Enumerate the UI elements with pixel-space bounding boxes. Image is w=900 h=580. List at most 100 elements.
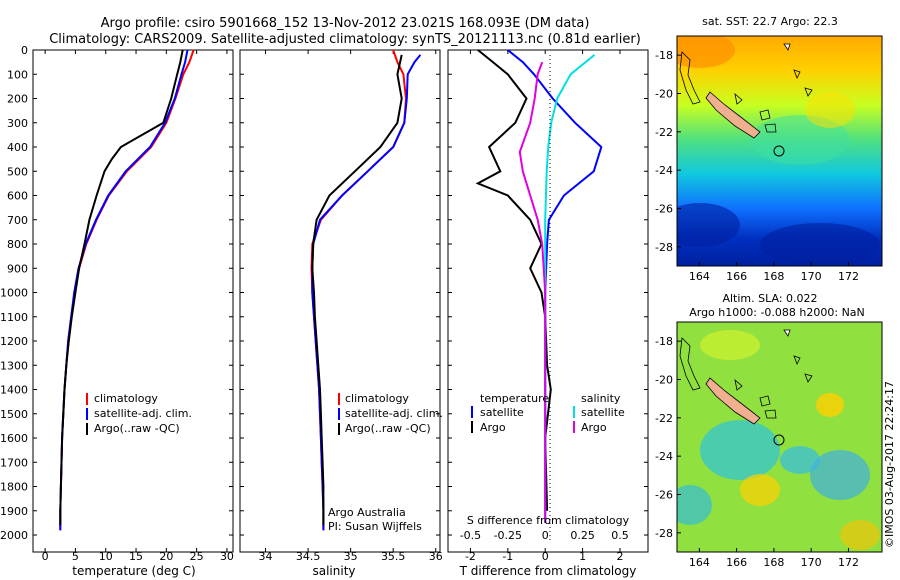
- depth-tick-label: 700: [7, 214, 28, 227]
- x-tick-label: 35.5: [381, 550, 406, 563]
- x-tick-label: 20: [159, 550, 173, 563]
- lat-tick-label: -20: [655, 88, 673, 101]
- series-line-satellite-adj-clim-: [311, 54, 422, 531]
- difference-legend: temperature satellite Argo salinity sate…: [471, 392, 625, 434]
- series-line-salinity-satellite: [544, 54, 596, 523]
- sla-map-title-line-1: Altim. SLA: 0.022: [722, 292, 817, 305]
- t-diff-tick-label: -1: [502, 550, 513, 563]
- argo-float-marker: [773, 434, 785, 446]
- x-tick-label: 25: [190, 550, 204, 563]
- sst-map: [677, 36, 882, 266]
- depth-tick-label: 1100: [0, 311, 28, 324]
- s-diff-tick-label: -0.5: [460, 529, 481, 542]
- legend-label-climatology: climatology: [94, 392, 158, 405]
- legend-label-temp-argo: Argo: [480, 421, 506, 434]
- legend-label-sal-satellite: satellite: [581, 406, 625, 419]
- x-tick-label: 30: [220, 550, 234, 563]
- x-tick-label: 36: [429, 550, 443, 563]
- x-tick-label: 34.5: [296, 550, 321, 563]
- lon-tick-label: 164: [689, 270, 710, 283]
- legend-label-argo: Argo(..raw -QC): [94, 422, 180, 435]
- lat-tick-label: -24: [655, 450, 673, 463]
- temperature-series: [59, 49, 195, 531]
- depth-tick-label: 1000: [0, 287, 28, 300]
- depth-tick-label: 100: [7, 68, 28, 81]
- temperature-legend: climatology satellite-adj. clim. Argo(..…: [86, 392, 192, 435]
- salinity-panel: [239, 49, 441, 553]
- salinity-series: [310, 49, 422, 531]
- depth-tick-label: 300: [7, 117, 28, 130]
- salinity-legend: climatology satellite-adj. clim. Argo(..…: [338, 392, 443, 435]
- lat-tick-label: -18: [655, 335, 673, 348]
- s-diff-tick-label: -0.25: [494, 529, 522, 542]
- salinity-xlabel: salinity: [312, 564, 355, 578]
- lon-tick-label: 168: [763, 556, 784, 569]
- depth-tick-label: 1600: [0, 432, 28, 445]
- header-line-1: Argo profile: csiro 5901668_152 13-Nov-2…: [101, 16, 590, 31]
- depth-tick-label: 1300: [0, 359, 28, 372]
- x-tick-label: 15: [129, 550, 143, 563]
- depth-tick-label: 1400: [0, 384, 28, 397]
- lon-tick-label: 170: [801, 270, 822, 283]
- depth-tick-label: 500: [7, 165, 28, 178]
- imos-credit: ©IMOS 03-Aug-2017 22:24:17: [883, 381, 896, 548]
- t-diff-tick-label: 1: [579, 550, 586, 563]
- pi-label: PI: Susan Wijffels: [328, 520, 422, 533]
- sst-map-title: sat. SST: 22.7 Argo: 22.3: [702, 15, 838, 28]
- lon-tick-label: 172: [838, 556, 859, 569]
- depth-tick-label: 1700: [0, 456, 28, 469]
- sla-map-frame: [676, 321, 883, 553]
- depth-tick-label: 1500: [0, 408, 28, 421]
- legend-label-argo: Argo(..raw -QC): [345, 422, 431, 435]
- depth-tick-label: 1200: [0, 335, 28, 348]
- series-line-temperature-argo: [475, 49, 552, 511]
- depth-tick-label: 900: [7, 262, 28, 275]
- depth-tick-label: 0: [21, 44, 28, 57]
- legend-label-satellite: satellite-adj. clim.: [94, 407, 192, 420]
- temperature-x-ticks: 0 5 10 15 20 25 30: [42, 50, 234, 563]
- series-line-argo-raw-qc-: [59, 49, 184, 526]
- legend-label-climatology: climatology: [345, 392, 409, 405]
- lat-tick-label: -28: [655, 241, 673, 254]
- sst-map-frame: [676, 35, 883, 267]
- difference-x-ticks: -2 -1 0 1 2 -0.5 -0.25 0 0.25 0.5: [460, 50, 629, 563]
- legend-label-sal-argo: Argo: [581, 421, 607, 434]
- legend-title-temperature: temperature: [480, 392, 549, 405]
- new-caledonia-island: [705, 377, 761, 425]
- depth-tick-label: 200: [7, 93, 28, 106]
- lon-tick-label: 168: [763, 270, 784, 283]
- legend-label-temp-satellite: satellite: [480, 406, 524, 419]
- lon-tick-label: 170: [801, 556, 822, 569]
- lat-tick-label: -22: [655, 412, 673, 425]
- legend-label-satellite: satellite-adj. clim.: [345, 407, 443, 420]
- lat-tick-label: -20: [655, 374, 673, 387]
- series-line-argo-raw-qc-: [311, 54, 403, 526]
- series-line-temperature-satellite: [507, 49, 603, 523]
- depth-tick-label: 600: [7, 190, 28, 203]
- lat-tick-label: -22: [655, 126, 673, 139]
- depth-tick-label: 2000: [0, 529, 28, 542]
- temperature-xlabel: temperature (deg C): [72, 564, 195, 578]
- x-tick-label: 10: [99, 550, 113, 563]
- lat-tick-label: -28: [655, 527, 673, 540]
- lon-tick-label: 166: [726, 556, 747, 569]
- new-caledonia-island: [705, 91, 761, 139]
- sla-map-title-line-2: Argo h1000: -0.088 h2000: NaN: [689, 306, 865, 319]
- difference-xlabel-top: S difference from climatology: [467, 514, 630, 527]
- lat-tick-label: -18: [655, 49, 673, 62]
- s-diff-tick-label: 0.25: [570, 529, 595, 542]
- t-diff-tick-label: -2: [465, 550, 476, 563]
- t-diff-tick-label: 0: [542, 550, 549, 563]
- lat-tick-label: -26: [655, 203, 673, 216]
- s-diff-tick-label: 0: [542, 529, 549, 542]
- s-diff-tick-label: 0.5: [611, 529, 629, 542]
- difference-panel: [447, 49, 649, 553]
- series-line-climatology: [59, 49, 195, 531]
- x-tick-label: 5: [72, 550, 79, 563]
- depth-tick-label: 1800: [0, 481, 28, 494]
- temperature-panel: [32, 49, 234, 553]
- series-line-salinity-argo: [518, 61, 547, 523]
- sla-map-ticks: 164 166 168 170 172 -18 -20 -22 -24 -26 -28: [655, 335, 859, 569]
- depth-tick-label: 400: [7, 141, 28, 154]
